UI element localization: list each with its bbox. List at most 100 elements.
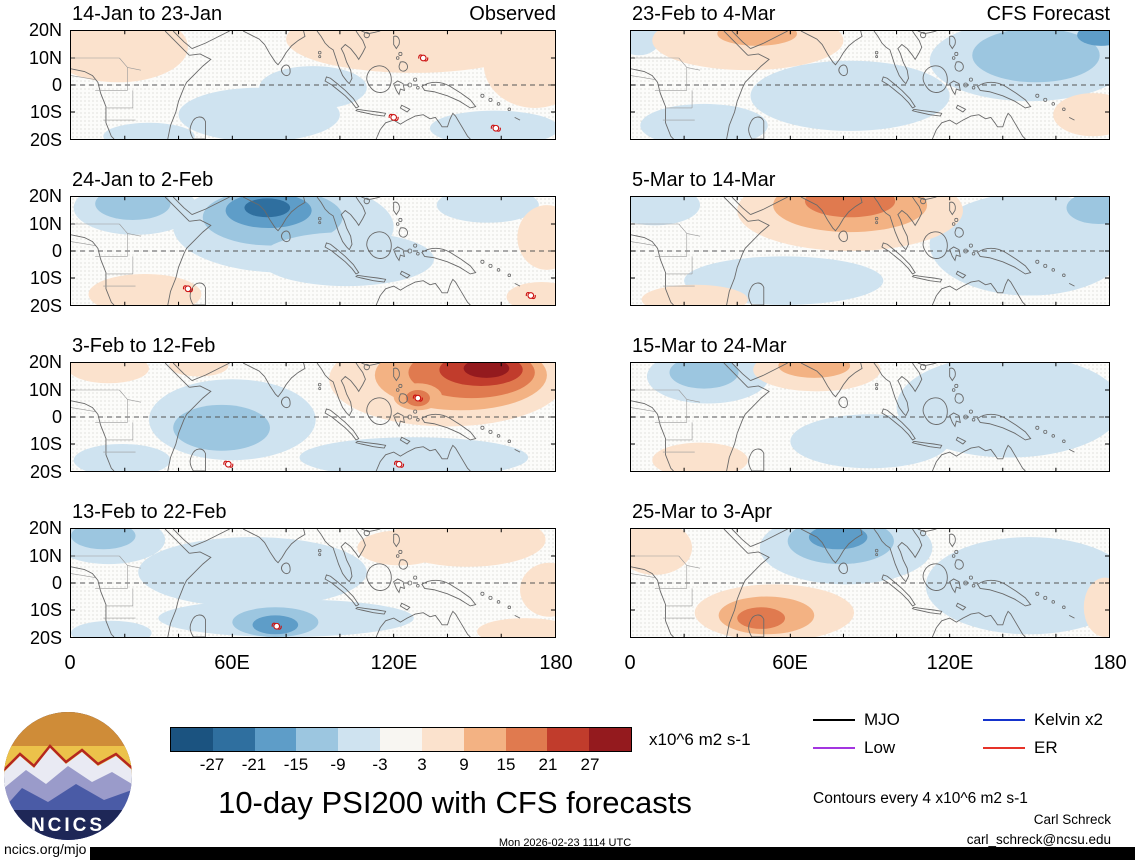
colorbar-tick: -21 (241, 755, 267, 774)
anomaly-field (71, 31, 555, 139)
colorbar-segment (296, 728, 339, 751)
author-credit: Carl Schreck (1033, 812, 1111, 827)
legend-item-low: Low (813, 738, 895, 758)
colorbar-tick: 15 (496, 755, 516, 774)
map-panel-observed-4: 13-Feb to 22-Feb 20N 10N 0 10S 20S (29, 501, 556, 648)
y-axis-label: 10S (29, 434, 62, 454)
map-canvas (70, 30, 556, 140)
bottom-black-bar (90, 847, 1135, 860)
y-axis-label: 20S (29, 130, 62, 150)
y-axis-label: 20N (28, 186, 62, 206)
map-canvas (630, 30, 1110, 140)
x-axis-label: 180 (539, 652, 573, 674)
x-axis-label: 0 (64, 652, 76, 674)
y-axis-label: 10S (29, 600, 62, 620)
mjo-line-swatch (813, 718, 855, 722)
x-axis-left: 0 60E 120E 180 (64, 652, 572, 678)
colorbar-segment (171, 728, 213, 751)
colorbar-segment (212, 728, 255, 751)
panel-title: 13-Feb to 22-Feb (72, 501, 227, 523)
colorbar-segment (505, 728, 548, 751)
map-panel-forecast-2: 5-Mar to 14-Mar (630, 169, 1110, 306)
anomaly-field (631, 31, 1109, 139)
anomaly-field (73, 197, 555, 305)
colorbar-tick: 21 (538, 755, 558, 774)
er-line-swatch (983, 746, 1025, 750)
x-axis-label: 60E (772, 652, 808, 674)
column-label-observed: Observed (469, 3, 556, 25)
panel-title: 3-Feb to 12-Feb (72, 335, 216, 357)
kelvin-line-swatch (983, 718, 1025, 722)
panel-title: 24-Jan to 2-Feb (72, 169, 214, 191)
map-canvas (630, 362, 1110, 472)
panel-title: 23-Feb to 4-Mar (632, 3, 776, 25)
legend-item-kelvin: Kelvin x2 (983, 710, 1103, 730)
colorbar-segment (254, 728, 297, 751)
panel-title: 25-Mar to 3-Apr (632, 501, 773, 523)
map-panel-observed-3: 3-Feb to 12-Feb 20N 10N 0 10S 20S (29, 335, 556, 482)
anomaly-field (71, 529, 555, 637)
legend-label: Kelvin x2 (1034, 710, 1103, 729)
colorbar-tick: -3 (372, 755, 388, 774)
y-axis-label: 20N (28, 352, 62, 372)
anomaly-field (631, 529, 1109, 637)
legend-item-er: ER (983, 738, 1058, 758)
y-axis-label: 10N (28, 380, 62, 400)
legend-label: Low (864, 738, 896, 757)
y-axis-label: 20N (28, 20, 62, 40)
y-axis-label: 20N (28, 518, 62, 538)
y-axis-label: 0 (51, 573, 62, 593)
x-axis-label: 180 (1093, 652, 1127, 674)
y-axis-label: 0 (51, 241, 62, 261)
y-axis-label: 20S (29, 628, 62, 648)
colorbar-tick: 3 (417, 755, 427, 774)
colorbar-segment (338, 728, 381, 751)
y-axis-label: 20S (29, 296, 62, 316)
ncics-logo-text: NCICS (31, 815, 105, 836)
map-panel-observed-2: 24-Jan to 2-Feb 20N 10N 0 10S 20S (29, 169, 556, 316)
colorbar-segment (463, 728, 506, 751)
y-axis-label: 10N (28, 214, 62, 234)
map-panel-forecast-1: 23-Feb to 4-Mar CFS Forecast (630, 3, 1110, 140)
map-canvas (70, 196, 556, 306)
colorbar-tick: -9 (330, 755, 346, 774)
anomaly-field (646, 363, 1109, 471)
anomaly-field (71, 363, 555, 471)
map-canvas (630, 528, 1110, 638)
colorbar-tick: 27 (580, 755, 600, 774)
colorbar-tick: 9 (459, 755, 469, 774)
low-line-swatch (813, 746, 855, 750)
panel-title: 5-Mar to 14-Mar (632, 169, 776, 191)
cyclone-icon (223, 460, 234, 469)
colorbar-units-label: x10^6 m2 s-1 (649, 730, 751, 749)
colorbar-ticks: -27 -21 -15 -9 -3 3 9 15 21 27 (170, 755, 632, 775)
panel-title: 15-Mar to 24-Mar (632, 335, 787, 357)
cyclone-icon (388, 113, 399, 122)
map-canvas (630, 196, 1110, 306)
contour-note: Contours every 4 x10^6 m2 s-1 (813, 790, 1028, 807)
x-axis-label: 120E (370, 652, 418, 674)
legend-item-mjo: MJO (813, 710, 900, 730)
map-panel-forecast-4: 25-Mar to 3-Apr (630, 501, 1110, 638)
colorbar-tick: -15 (283, 755, 309, 774)
colorbar-segment (380, 728, 422, 751)
map-canvas (70, 362, 556, 472)
y-axis-label: 10S (29, 102, 62, 122)
panel-title: 14-Jan to 23-Jan (72, 3, 223, 25)
y-axis-label: 10N (28, 546, 62, 566)
x-axis-label: 60E (214, 652, 250, 674)
ncics-logo: NCICS (4, 712, 132, 840)
legend-label: ER (1034, 738, 1058, 757)
legend-label: MJO (864, 710, 900, 729)
colorbar (170, 727, 632, 752)
figure-title: 10-day PSI200 with CFS forecasts (218, 785, 692, 820)
site-label: ncics.org/mjo (4, 841, 87, 857)
x-axis-right: 0 60E 120E 180 (624, 652, 1126, 678)
map-panel-forecast-3: 15-Mar to 24-Mar (630, 335, 1110, 472)
y-axis-label: 10S (29, 268, 62, 288)
y-axis-label: 10N (28, 48, 62, 68)
colorbar-segment (589, 728, 631, 751)
map-canvas (70, 528, 556, 638)
y-axis-label: 0 (51, 407, 62, 427)
